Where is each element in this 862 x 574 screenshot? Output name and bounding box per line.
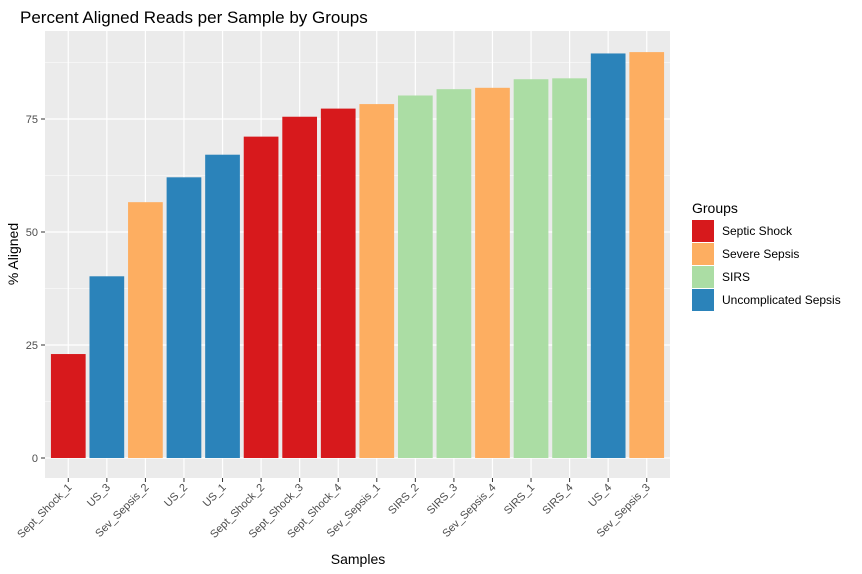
x-tick-label: US_3 (85, 482, 113, 510)
bar (50, 354, 86, 458)
bar (629, 52, 665, 458)
y-tick-label: 50 (26, 227, 38, 239)
bar (397, 95, 433, 458)
bar (128, 202, 163, 458)
y-axis: 0 25 50 75 (26, 114, 45, 465)
bar (282, 116, 318, 459)
x-tick-label: US_4 (586, 482, 614, 510)
legend-key (692, 243, 714, 265)
legend-label: Septic Shock (722, 224, 793, 238)
x-tick-label: SIRS_1 (502, 482, 537, 517)
legend: Groups Septic Shock Severe Sepsis SIRS Unco… (692, 200, 841, 311)
x-tick-label: Sept_Shock_1 (15, 482, 74, 541)
bar (243, 136, 279, 459)
y-axis-title: % Aligned (5, 223, 21, 285)
bars (50, 52, 665, 459)
legend-key (692, 266, 714, 288)
bar (590, 53, 626, 459)
bar (320, 108, 356, 458)
x-tick-label: SIRS_4 (540, 482, 575, 517)
x-tick-label: US_2 (162, 482, 190, 510)
x-tick-label: SIRS_3 (425, 482, 460, 517)
bar (513, 79, 549, 458)
bar (475, 87, 510, 458)
bar (166, 177, 202, 459)
legend-key (692, 220, 714, 242)
y-tick-label: 0 (32, 453, 38, 465)
bar (436, 89, 472, 458)
legend-key (692, 289, 714, 311)
y-tick-label: 25 (26, 340, 38, 352)
x-tick-label: US_1 (201, 482, 229, 510)
legend-label: SIRS (722, 270, 750, 284)
x-axis-title: Samples (331, 551, 385, 567)
bar (359, 104, 395, 459)
bar (89, 276, 125, 458)
legend-label: Uncomplicated Sepsis (722, 293, 841, 307)
x-tick-label: SIRS_2 (386, 482, 421, 517)
bar (552, 78, 587, 458)
legend-label: Severe Sepsis (722, 247, 799, 261)
bar (205, 154, 240, 458)
legend-title: Groups (692, 200, 738, 216)
chart-title: Percent Aligned Reads per Sample by Grou… (20, 8, 368, 27)
y-tick-label: 75 (26, 114, 38, 126)
